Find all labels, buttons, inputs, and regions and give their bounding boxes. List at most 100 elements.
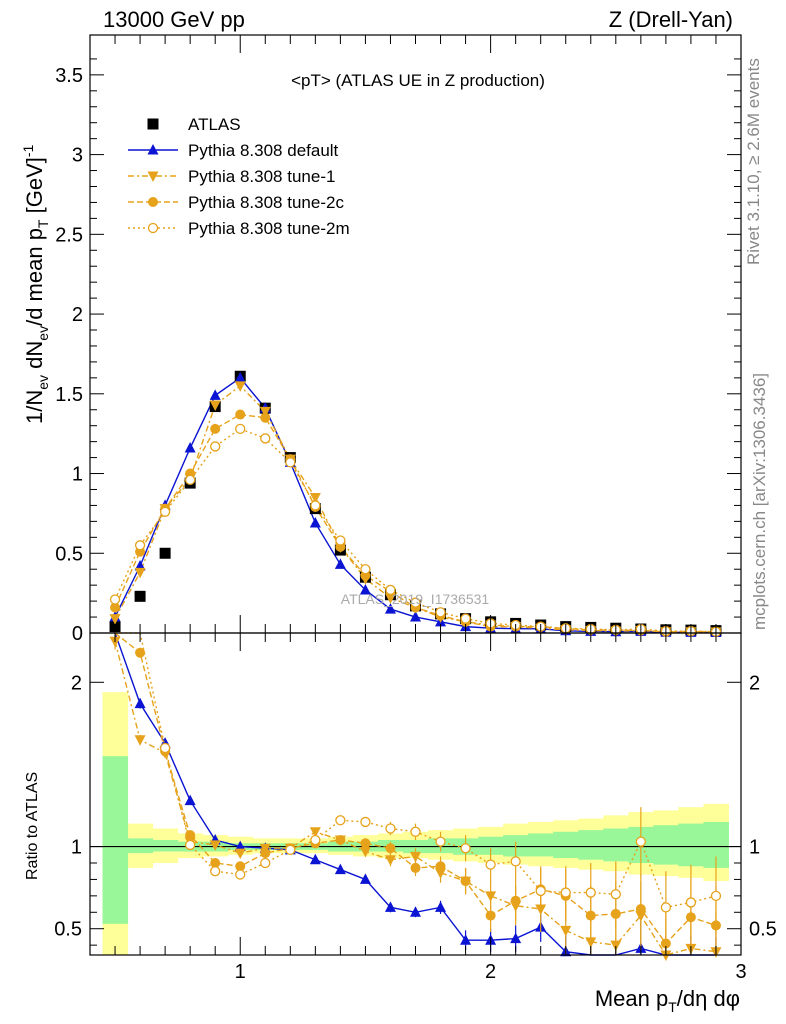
ratio-point xyxy=(710,890,722,902)
ratio-point xyxy=(410,862,421,873)
ratio-point xyxy=(334,863,346,875)
ratio-point xyxy=(135,647,146,658)
ratio-band-inner xyxy=(478,836,504,855)
main-point xyxy=(410,597,421,608)
ratio-y-tick-label: 2 xyxy=(71,672,82,694)
ratio-point xyxy=(485,910,496,921)
ratio-point xyxy=(335,835,346,845)
ratio-point xyxy=(660,902,672,913)
main-point xyxy=(384,603,396,614)
main-point xyxy=(234,381,246,392)
main-y-tick-label: 2 xyxy=(72,304,83,326)
main-y-tick-label: 3.5 xyxy=(55,65,83,87)
ratio-point xyxy=(360,816,371,828)
legend-label: ATLAS xyxy=(188,115,241,134)
ratio-point xyxy=(435,836,446,847)
ratio-point xyxy=(635,904,646,914)
legend-label: Pythia 8.308 tune-2c xyxy=(188,193,344,212)
main-y-tick-label: 0.5 xyxy=(55,543,83,565)
ratio-panel: 0.5 0.5 1 1 2 2 1 2 3 xyxy=(54,632,777,983)
ratio-point xyxy=(235,861,246,872)
ratio-y-tick-label: 1 xyxy=(71,837,82,859)
main-y-tick-label: 3 xyxy=(72,145,83,167)
main-point xyxy=(410,611,421,622)
main-data-layer xyxy=(109,370,722,639)
x-tick-label: 3 xyxy=(735,961,746,983)
main-point xyxy=(109,594,121,605)
main-point xyxy=(385,584,396,596)
header-process: Z (Drell-Yan) xyxy=(609,7,733,32)
main-point xyxy=(460,613,471,624)
main-title: <pT> (ATLAS UE in Z production) xyxy=(291,71,545,90)
ratio-point xyxy=(510,932,522,944)
main-point xyxy=(234,371,246,383)
ratio-point xyxy=(460,934,472,945)
main-panel: 0 0.5 1 1.5 2 2.5 3 3.5 ATLAS_2019_I1736531 <pT… xyxy=(55,34,742,645)
ratio-point xyxy=(485,891,497,902)
ratio-axes: 0.5 0.5 1 1 2 2 1 2 3 xyxy=(54,633,777,983)
main-point xyxy=(209,389,221,400)
x-tick-label: 2 xyxy=(485,961,496,983)
main-point xyxy=(209,400,221,411)
main-point xyxy=(184,442,196,453)
legend-marker xyxy=(148,197,158,207)
ratio-point xyxy=(460,843,471,854)
main-point xyxy=(309,516,321,528)
ratio-band-inner xyxy=(678,823,704,867)
ratio-point xyxy=(309,853,321,865)
main-point xyxy=(185,474,196,486)
ratio-point xyxy=(335,815,346,826)
ratio-point xyxy=(660,950,672,961)
ratio-data-layer xyxy=(90,632,741,961)
main-point xyxy=(360,564,371,575)
ratio-point xyxy=(560,887,571,898)
legend-marker xyxy=(147,171,159,182)
main-y-tick-label: 1.5 xyxy=(55,384,83,406)
ratio-point xyxy=(359,847,371,858)
main-point xyxy=(134,567,146,579)
ratio-point xyxy=(460,876,471,887)
ratio-point xyxy=(535,885,546,897)
ratio-point xyxy=(309,827,321,838)
ratio-point xyxy=(635,836,646,847)
legend-marker xyxy=(147,118,159,130)
ratio-band-inner xyxy=(152,840,179,852)
ratio-point xyxy=(185,830,196,841)
main-point xyxy=(235,423,246,435)
ratio-point xyxy=(134,697,146,709)
ratio-band-inner xyxy=(102,756,129,924)
main-point xyxy=(334,558,346,569)
legend-marker xyxy=(147,144,159,155)
ratio-point xyxy=(384,901,396,912)
ratio-point xyxy=(185,839,196,851)
ratio-point xyxy=(310,834,321,846)
main-point xyxy=(310,500,321,511)
ratio-y-tick-label-right: 1 xyxy=(749,837,760,859)
ratio-point xyxy=(685,897,697,908)
main-point xyxy=(134,560,146,571)
ratio-y-tick-label: 0.5 xyxy=(54,919,82,941)
main-point xyxy=(309,492,321,504)
ratio-point xyxy=(435,861,446,872)
main-y-tick-label: 0 xyxy=(72,623,83,645)
main-point xyxy=(134,590,146,602)
ratio-point xyxy=(385,823,396,834)
main-point xyxy=(335,535,346,546)
ratio-band-inner xyxy=(578,830,604,860)
ratio-point xyxy=(260,857,271,869)
rivet-label: Rivet 3.1.10, ≥ 2.6M events xyxy=(744,58,763,265)
legend-marker xyxy=(147,222,159,234)
ratio-point xyxy=(410,826,421,837)
ratio-band-inner xyxy=(603,828,629,862)
main-point xyxy=(110,602,121,613)
ratio-point xyxy=(510,895,521,906)
ratio-point xyxy=(560,925,572,937)
ratio-point xyxy=(235,869,246,880)
main-point xyxy=(435,607,446,618)
main-point xyxy=(259,406,271,418)
ratio-y-axis-label: Ratio to ATLAS xyxy=(24,772,41,880)
ratio-point xyxy=(360,838,371,849)
x-tick-label: 1 xyxy=(235,961,246,983)
ratio-band-inner xyxy=(528,833,554,857)
